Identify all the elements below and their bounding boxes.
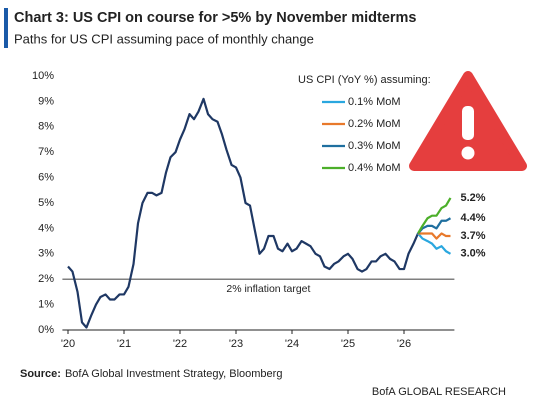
- legend-label: 0.1% MoM: [348, 96, 401, 108]
- value-label: 3.0%: [460, 248, 485, 260]
- x-tick-label: '26: [397, 338, 411, 350]
- x-tick-label: '20: [61, 338, 75, 350]
- series-line: [417, 232, 452, 255]
- y-tick-label: 9%: [38, 95, 54, 107]
- value-label: 4.4%: [460, 212, 485, 224]
- y-tick-label: 8%: [38, 121, 54, 133]
- legend-label: 0.4% MoM: [348, 162, 401, 174]
- reference-label: 2% inflation target: [226, 283, 310, 295]
- value-label: 5.2%: [460, 192, 485, 204]
- series-line: [67, 97, 420, 329]
- series-line: [417, 197, 452, 235]
- y-tick-label: 7%: [38, 146, 54, 158]
- value-label: 3.7%: [460, 230, 485, 242]
- x-tick-label: '25: [341, 338, 355, 350]
- y-tick-label: 0%: [38, 324, 54, 336]
- x-tick-label: '23: [229, 338, 243, 350]
- series-line: [418, 232, 451, 240]
- source-label: Source:: [20, 368, 61, 380]
- title-accent: [4, 8, 8, 48]
- series-line: [417, 217, 452, 235]
- x-tick-label: '21: [117, 338, 131, 350]
- y-tick-label: 5%: [38, 197, 54, 209]
- y-tick-label: 6%: [38, 172, 54, 184]
- y-tick-label: 2%: [38, 273, 54, 285]
- source-text: BofA Global Investment Strategy, Bloombe…: [65, 368, 282, 380]
- chart-title: Chart 3: US CPI on course for >5% by Nov…: [14, 10, 416, 26]
- x-tick-label: '24: [285, 338, 299, 350]
- y-tick-label: 3%: [38, 248, 54, 260]
- footer: BofA GLOBAL RESEARCH: [372, 386, 506, 398]
- chart-subtitle: Paths for US CPI assuming pace of monthl…: [14, 31, 314, 46]
- y-tick-label: 10%: [32, 70, 54, 82]
- legend-title: US CPI (YoY %) assuming:: [298, 74, 431, 86]
- y-tick-label: 4%: [38, 222, 54, 234]
- x-tick-label: '22: [173, 338, 187, 350]
- legend-label: 0.3% MoM: [348, 140, 401, 152]
- y-tick-label: 1%: [38, 299, 54, 311]
- legend-label: 0.2% MoM: [348, 118, 401, 130]
- warning-icon: [409, 71, 527, 171]
- source: Source: BofA Global Investment Strategy, …: [20, 368, 282, 380]
